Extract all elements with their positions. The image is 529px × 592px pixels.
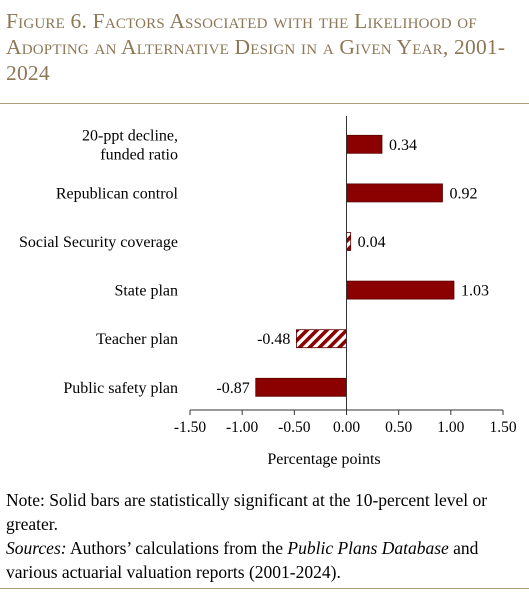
x-tick-label-2: -0.50 (278, 419, 311, 436)
category-labels: 20-ppt decline, funded ratio Republican co… (19, 127, 179, 397)
x-axis-label: Percentage points (267, 451, 380, 468)
sources-text-1: Authors’ calculations from the (66, 538, 288, 558)
x-tick-label-1: -1.00 (226, 419, 259, 436)
bar-5 (255, 377, 347, 397)
bar-3 (346, 280, 455, 300)
figure-notes: Note: Solid bars are statistically signi… (6, 488, 525, 584)
figure-title: Figure 6. Factors Associated with the Li… (6, 9, 506, 85)
value-label-1: 0.92 (449, 185, 477, 202)
bar-0 (346, 134, 383, 154)
x-axis: -1.50 -1.00 -0.50 0.00 0.50 1.00 1.50 (174, 116, 517, 436)
bar-1 (346, 183, 443, 203)
value-label-4: -0.48 (257, 331, 290, 348)
value-label-5: -0.87 (216, 380, 249, 397)
x-tick-label-6: 1.50 (489, 419, 516, 436)
value-label-3: 1.03 (461, 283, 489, 300)
value-label-2: 0.04 (358, 234, 386, 251)
bottom-rule (0, 588, 529, 589)
sources-text: Sources: Authors’ calculations from the … (6, 536, 525, 584)
sources-database-title: Public Plans Database (287, 538, 449, 558)
value-label-0: 0.34 (389, 137, 417, 154)
category-label-4: Teacher plan (96, 331, 178, 348)
sources-label: Sources: (6, 538, 67, 558)
category-label-3: State plan (114, 283, 178, 300)
title-rule (0, 103, 529, 104)
bars-group (255, 134, 455, 397)
category-label-2: Social Security coverage (19, 234, 178, 251)
category-label-1: Republican control (56, 185, 179, 202)
category-label-0-line-0: 20-ppt decline, (82, 127, 178, 144)
sources-text-2: and various actuarial valuation reports … (6, 538, 479, 582)
value-labels: 0.34 0.92 0.04 1.03 -0.48 -0.87 (216, 137, 489, 397)
bar-2 (346, 232, 352, 251)
category-label-5: Public safety plan (63, 380, 178, 397)
x-tick-label-4: 0.50 (385, 419, 412, 436)
note-text: Note: Solid bars are statistically signi… (6, 490, 488, 534)
x-tick-label-5: 1.00 (437, 419, 464, 436)
bar-4 (296, 329, 347, 349)
category-label-0-line-1: funded ratio (100, 146, 178, 163)
bar-chart: 20-ppt decline, funded ratio Republican co… (19, 116, 517, 468)
x-tick-label-3: 0.00 (333, 419, 360, 436)
x-tick-label-0: -1.50 (174, 419, 207, 436)
